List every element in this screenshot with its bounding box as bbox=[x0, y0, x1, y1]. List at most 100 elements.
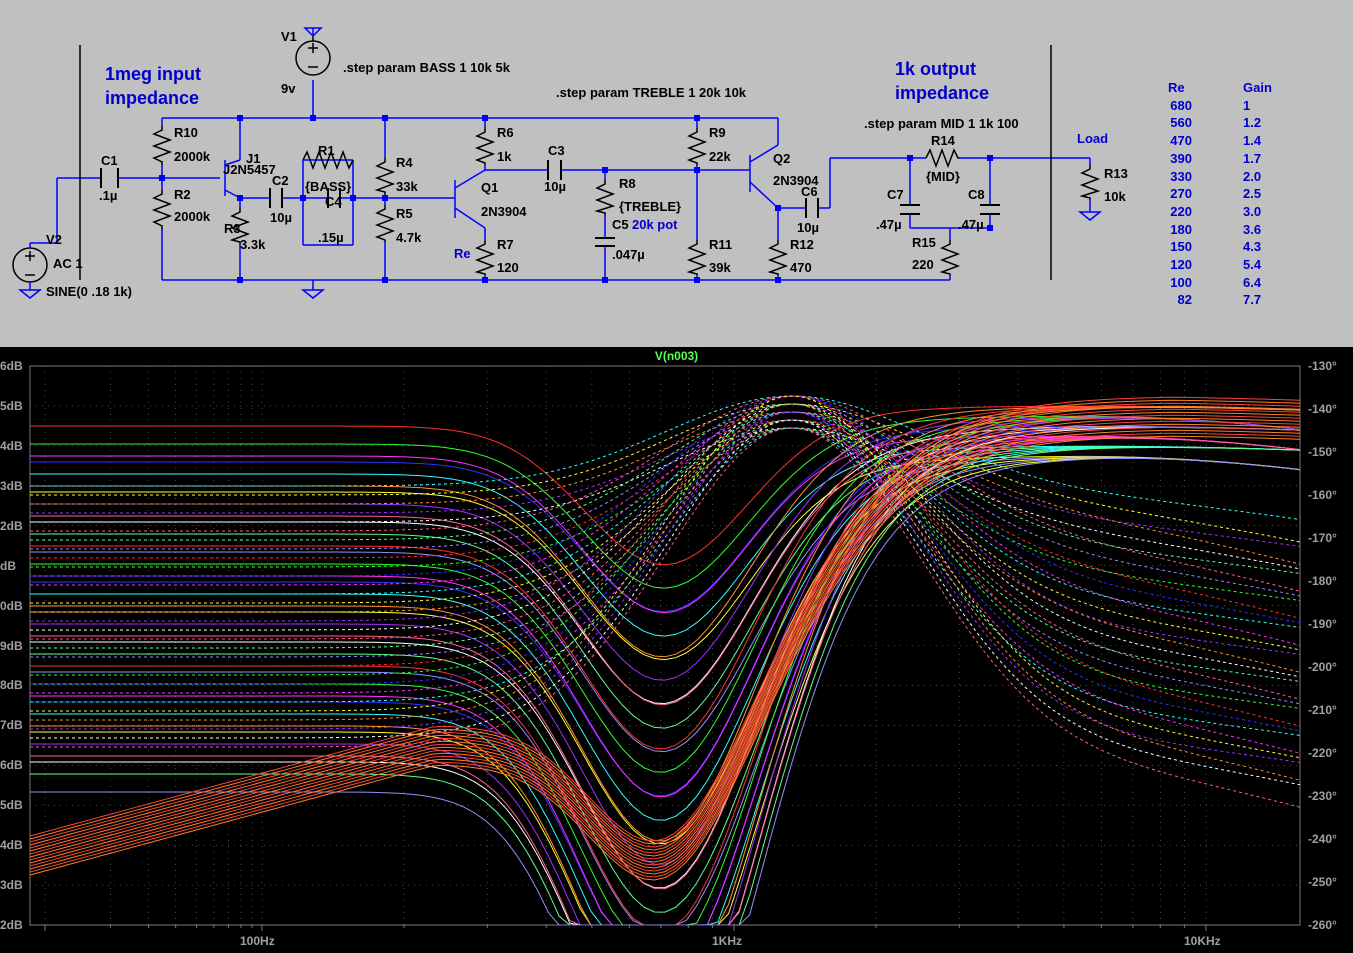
table-cell-re: 680 bbox=[1170, 97, 1192, 113]
phase-tick-label: -190° bbox=[1308, 617, 1337, 631]
magnitude-trace bbox=[30, 457, 1300, 925]
c2-label[interactable]: C2 bbox=[272, 173, 289, 188]
r10-value[interactable]: 2000k bbox=[174, 149, 211, 164]
phase-trace bbox=[30, 411, 1300, 763]
c5-value[interactable]: .047µ bbox=[612, 247, 645, 262]
schematic-panel[interactable]: 1meg input impedance 1k output impedance… bbox=[0, 0, 1353, 347]
r4-label[interactable]: R4 bbox=[396, 155, 413, 170]
j1-label[interactable]: J1 bbox=[246, 151, 261, 166]
phase-trace bbox=[30, 419, 1300, 619]
r2-value[interactable]: 2000k bbox=[174, 209, 211, 224]
c6-label[interactable]: C6 bbox=[801, 184, 818, 199]
r15-value[interactable]: 220 bbox=[912, 257, 934, 272]
r3-label[interactable]: R3 bbox=[224, 221, 241, 236]
v1-value[interactable]: 9v bbox=[281, 81, 296, 96]
r1-value[interactable]: {BASS} bbox=[305, 179, 352, 194]
treble-step-directive[interactable]: .step param TREBLE 1 20k 10k bbox=[556, 85, 747, 100]
r13-label[interactable]: R13 bbox=[1104, 166, 1128, 181]
phase-trace bbox=[30, 419, 1300, 754]
c2-value[interactable]: 10µ bbox=[270, 210, 292, 225]
r14-label[interactable]: R14 bbox=[931, 133, 955, 148]
r8-value[interactable]: {TREBLE} bbox=[619, 199, 682, 214]
c8-label[interactable]: C8 bbox=[968, 187, 985, 202]
v2-value[interactable]: AC 1 bbox=[53, 256, 83, 271]
phase-trace bbox=[30, 411, 1300, 628]
bode-plot[interactable] bbox=[0, 347, 1353, 953]
r4-value[interactable]: 33k bbox=[396, 179, 418, 194]
r6-label[interactable]: R6 bbox=[497, 125, 514, 140]
r14-value[interactable]: {MID} bbox=[926, 169, 960, 184]
table-header-gain: Gain bbox=[1243, 80, 1272, 95]
v2-sine[interactable]: SINE(0 .18 1k) bbox=[46, 284, 132, 299]
c4-value[interactable]: .15µ bbox=[318, 230, 344, 245]
q1-model[interactable]: 2N3904 bbox=[481, 204, 527, 219]
c1-value[interactable]: .1µ bbox=[99, 188, 118, 203]
q2-label[interactable]: Q2 bbox=[773, 151, 791, 166]
magnitude-trace bbox=[30, 417, 1300, 865]
y-tick-label: 5dB bbox=[0, 798, 23, 813]
y-tick-label: 2dB bbox=[0, 518, 23, 533]
r3-value[interactable]: 3.3k bbox=[240, 237, 266, 252]
c3-label[interactable]: C3 bbox=[548, 143, 565, 158]
table-cell-gain: 2.5 bbox=[1243, 186, 1262, 202]
r15-label[interactable]: R15 bbox=[912, 235, 936, 250]
r7-value[interactable]: 120 bbox=[497, 260, 519, 275]
x-tick-label: 10KHz bbox=[1184, 934, 1221, 948]
y-tick-label: 2dB bbox=[0, 918, 23, 932]
y-tick-label: 8dB bbox=[0, 678, 23, 693]
magnitude-trace bbox=[30, 436, 1300, 798]
r13-value[interactable]: 10k bbox=[1104, 189, 1126, 204]
v1-label[interactable]: V1 bbox=[281, 29, 297, 44]
r5-value[interactable]: 4.7k bbox=[396, 230, 422, 245]
y-tick-label: 5dB bbox=[0, 398, 23, 413]
v2-label[interactable]: V2 bbox=[46, 232, 62, 247]
r11-value[interactable]: 39k bbox=[709, 260, 731, 275]
r12-value[interactable]: 470 bbox=[790, 260, 812, 275]
phase-trace bbox=[30, 419, 1300, 682]
c5-label[interactable]: C5 bbox=[612, 217, 629, 232]
load-note: Load bbox=[1077, 131, 1109, 146]
q2-model[interactable]: 2N3904 bbox=[773, 173, 819, 188]
phase-tick-label: -160° bbox=[1308, 488, 1337, 502]
r9-label[interactable]: R9 bbox=[709, 125, 726, 140]
r5-label[interactable]: R5 bbox=[396, 206, 413, 221]
j1-model[interactable]: J2N5457 bbox=[223, 162, 276, 177]
bass-step-directive[interactable]: .step param BASS 1 10k 5k bbox=[343, 60, 510, 75]
c8-value[interactable]: .47µ bbox=[958, 217, 984, 232]
magnitude-trace bbox=[30, 427, 1300, 925]
r1-label[interactable]: R1 bbox=[318, 143, 335, 158]
c7-label[interactable]: C7 bbox=[887, 187, 904, 202]
trace-name[interactable]: V(n003) bbox=[654, 349, 699, 363]
c7-value[interactable]: .47µ bbox=[876, 217, 902, 232]
table-cell-re: 150 bbox=[1170, 239, 1192, 255]
r8-label[interactable]: R8 bbox=[619, 176, 636, 191]
c1-label[interactable]: C1 bbox=[101, 153, 118, 168]
table-header-re: Re bbox=[1168, 80, 1185, 95]
magnitude-trace bbox=[30, 399, 1300, 845]
c6-value[interactable]: 10µ bbox=[797, 220, 819, 235]
table-cell-re: 120 bbox=[1170, 257, 1192, 272]
r10-label[interactable]: R10 bbox=[174, 125, 198, 140]
r7-label[interactable]: R7 bbox=[497, 237, 514, 252]
c4-label[interactable]: C4 bbox=[325, 194, 342, 209]
r12-label[interactable]: R12 bbox=[790, 237, 814, 252]
y-tick-label: 6dB bbox=[0, 758, 23, 773]
c3-value[interactable]: 10µ bbox=[544, 179, 566, 194]
phase-trace bbox=[30, 403, 1300, 678]
mid-step-directive[interactable]: .step param MID 1 1k 100 bbox=[864, 116, 1019, 131]
magnitude-trace bbox=[30, 455, 1300, 661]
phase-trace bbox=[30, 403, 1300, 646]
q1-label[interactable]: Q1 bbox=[481, 180, 499, 195]
r11-label[interactable]: R11 bbox=[709, 237, 733, 252]
phase-tick-label: -250° bbox=[1308, 875, 1337, 889]
r6-value[interactable]: 1k bbox=[497, 149, 512, 164]
phase-trace bbox=[30, 395, 1300, 592]
r2-label[interactable]: R2 bbox=[174, 187, 191, 202]
table-cell-gain: 6.4 bbox=[1243, 274, 1262, 290]
y-tick-label: 7dB bbox=[0, 718, 23, 733]
magnitude-trace bbox=[30, 405, 1300, 851]
table-cell-gain: 5.4 bbox=[1243, 257, 1262, 272]
r9-value[interactable]: 22k bbox=[709, 149, 731, 164]
waveform-plot-pane[interactable]: V(n003) 6dB 5dB 4dB 3dB 2dB dB 0dB 9dB 8dB 7dB 6dB… bbox=[0, 347, 1353, 953]
magnitude-trace bbox=[30, 414, 1300, 860]
